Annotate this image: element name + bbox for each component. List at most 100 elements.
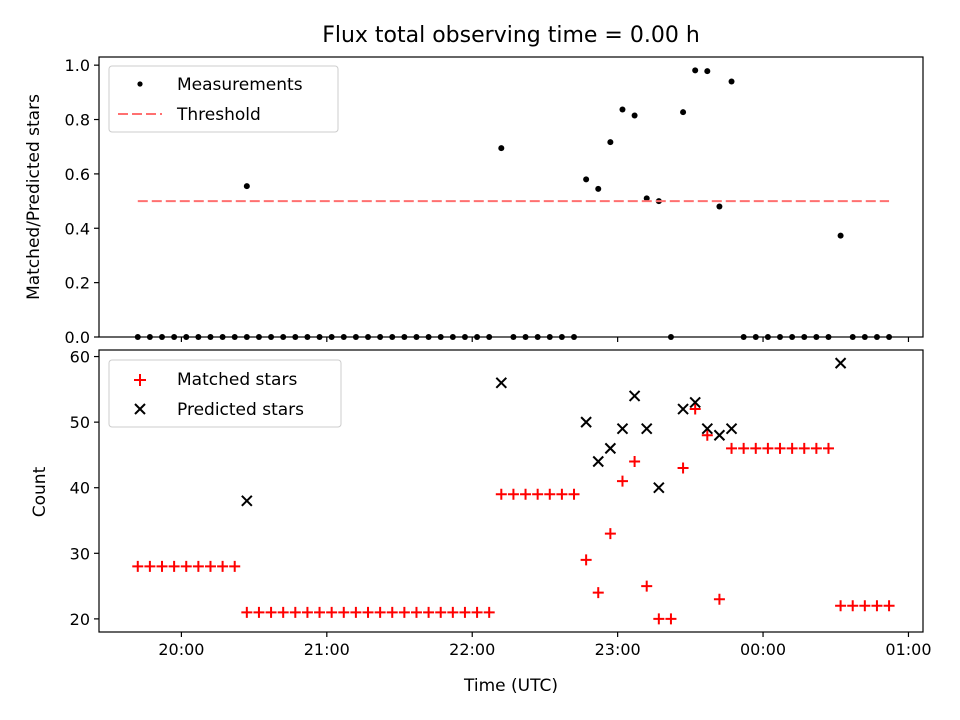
matched-stars-point — [738, 442, 750, 454]
top-y-tick-label: 0.2 — [65, 274, 90, 293]
bottom-y-tick-label: 60 — [70, 348, 90, 367]
bottom-panel-legend-box — [108, 359, 342, 428]
matched-stars-point — [762, 442, 774, 454]
predicted-stars-point — [616, 422, 629, 435]
top-panel-axes: 0.0 0.2 0.4 0.6 0.8 1.0 — [65, 56, 910, 347]
matched-stars-point — [532, 488, 544, 500]
matched-stars-point — [192, 560, 204, 572]
matched-stars-point — [253, 606, 265, 618]
matched-stars-point — [713, 593, 725, 605]
bottom-x-tick-label: 21:00 — [304, 640, 350, 659]
matched-stars-point — [859, 600, 871, 612]
predicted-stars-point — [641, 422, 653, 435]
legend-threshold-label: Threshold — [176, 105, 261, 125]
bottom-y-tick-label: 30 — [70, 544, 90, 563]
matched-stars-point — [241, 606, 253, 618]
top-panel-legend: Measurements Threshold — [108, 65, 339, 133]
bottom-x-tick-label: 20:00 — [158, 640, 204, 659]
matched-stars-point — [217, 560, 229, 572]
matched-stars-point — [883, 600, 895, 612]
matched-stars-point — [774, 442, 786, 454]
bottom-y-tick-label: 40 — [70, 479, 90, 498]
matched-stars-point — [641, 580, 653, 592]
bottom-panel-legend: Matched stars Predicted stars — [108, 359, 342, 428]
matched-stars-point — [386, 606, 398, 618]
matched-stars-point — [314, 606, 326, 618]
predicted-stars-point — [653, 482, 665, 494]
predicted-stars-point — [580, 416, 592, 428]
matched-stars-point — [277, 606, 289, 618]
measurement-point — [837, 232, 844, 239]
matched-stars-point — [459, 606, 471, 618]
matched-stars-point — [350, 606, 362, 618]
legend-measurements-label: Measurements — [177, 75, 303, 95]
legend-measurements-marker — [137, 81, 143, 87]
bottom-panel-axes: 20:00 21:00 22:00 23:00 00:00 01:00 20 30 40 50 60 — [70, 348, 932, 659]
matched-stars-point — [483, 606, 495, 618]
matched-stars-point — [132, 560, 144, 572]
matched-stars-point — [410, 606, 422, 618]
matched-stars-point — [592, 587, 604, 599]
predicted-stars-point — [689, 396, 701, 409]
matched-stars-point — [520, 488, 532, 500]
bottom-y-tick-label: 50 — [70, 413, 90, 432]
matched-stars-point — [435, 606, 447, 618]
matched-stars-point — [580, 554, 592, 566]
measurement-point — [704, 68, 711, 75]
matched-stars-point — [750, 442, 762, 454]
bottom-x-tick-label: 00:00 — [740, 640, 786, 659]
predicted-stars-point — [495, 377, 508, 389]
matched-stars-point — [447, 606, 459, 618]
matched-stars-point — [204, 560, 216, 572]
matched-stars-point — [786, 442, 798, 454]
predicted-stars-point — [628, 390, 641, 402]
matched-stars-point — [822, 442, 834, 454]
predicted-stars-point — [713, 429, 726, 441]
measurement-point — [643, 195, 650, 202]
legend-matched-stars-marker — [134, 374, 146, 386]
matched-stars-point — [616, 475, 628, 487]
matched-stars-point — [326, 606, 338, 618]
matched-stars-point — [495, 488, 507, 500]
matched-stars-point — [726, 442, 738, 454]
top-y-tick-label: 0.0 — [65, 328, 90, 347]
measurement-point — [619, 106, 626, 113]
top-y-tick-label: 0.8 — [65, 111, 90, 130]
bottom-x-tick-label: 22:00 — [449, 640, 495, 659]
top-panel: 0.0 0.2 0.4 0.6 0.8 1.0 Matched/Predicted sta… — [24, 56, 924, 347]
matched-stars-point — [265, 606, 277, 618]
bottom-x-tick-label: 23:00 — [595, 640, 641, 659]
top-panel-y-axis-label: Matched/Predicted stars — [24, 94, 44, 300]
bottom-panel-marks — [132, 357, 895, 625]
matched-stars-point — [629, 455, 641, 467]
measurement-point — [498, 145, 505, 152]
predicted-stars-point — [677, 403, 689, 415]
matched-stars-point — [568, 488, 580, 500]
matched-stars-point — [362, 606, 374, 618]
measurement-point — [607, 139, 614, 146]
legend-predicted-stars-label: Predicted stars — [177, 400, 304, 420]
bottom-panel-frame — [98, 349, 924, 633]
measurement-point — [716, 203, 723, 210]
matched-stars-point — [871, 600, 883, 612]
measurement-point — [631, 112, 638, 119]
matched-stars-point — [398, 606, 410, 618]
matched-stars-point — [544, 488, 556, 500]
matched-stars-point — [156, 560, 168, 572]
x-axis-label: Time (UTC) — [463, 676, 558, 696]
predicted-stars-point — [604, 442, 617, 455]
predicted-stars-point — [725, 422, 738, 435]
matched-stars-point — [471, 606, 483, 618]
matched-stars-point — [701, 429, 713, 441]
matched-stars-point — [168, 560, 180, 572]
matched-stars-point — [677, 462, 689, 474]
matched-stars-point — [338, 606, 350, 618]
figure-title: Flux total observing time = 0.00 h — [322, 23, 700, 48]
top-panel-legend-box — [108, 65, 339, 133]
matched-stars-point — [810, 442, 822, 454]
predicted-stars-point — [701, 422, 714, 435]
matched-stars-point — [507, 488, 519, 500]
matched-stars-point — [180, 560, 192, 572]
matched-stars-point — [604, 528, 616, 540]
